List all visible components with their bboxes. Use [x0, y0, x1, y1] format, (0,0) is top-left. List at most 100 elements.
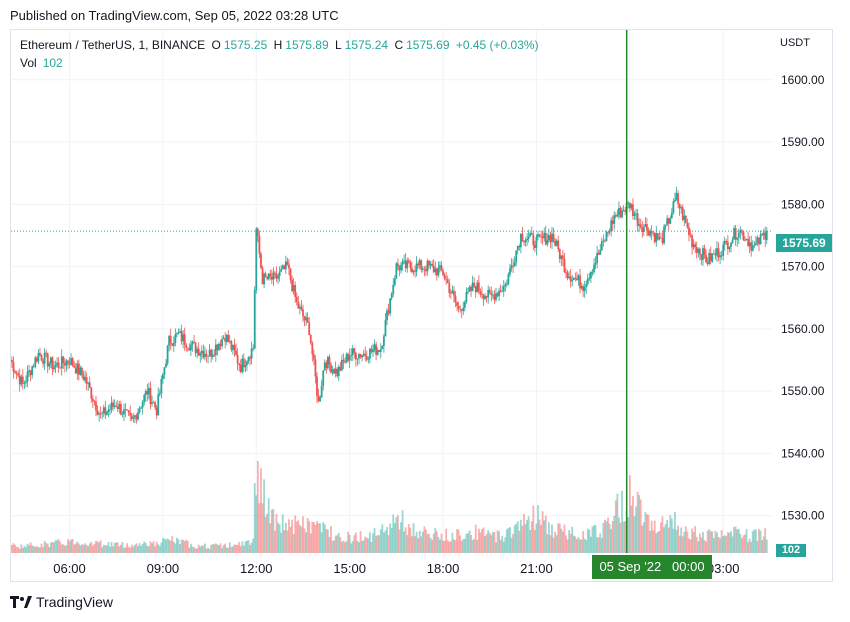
volume-bar [157, 544, 160, 553]
candle-body [734, 228, 737, 240]
candle-body [400, 264, 402, 271]
volume-bar [35, 546, 38, 553]
volume-bar [513, 525, 516, 553]
volume-bar [678, 535, 681, 553]
x-tick-label: 12:00 [240, 561, 273, 576]
volume-bar [152, 541, 155, 553]
candle-body [663, 226, 665, 244]
volume-bar [716, 532, 718, 553]
volume-bar [116, 542, 119, 553]
candle-body [68, 362, 71, 365]
volume-badge: 102 [776, 544, 806, 557]
candle-body [101, 412, 104, 414]
candle-body [688, 227, 690, 236]
volume-bar [43, 540, 46, 553]
candle-body [88, 382, 91, 388]
volume-bar [362, 540, 365, 553]
volume-bar [144, 543, 147, 553]
candle-body [470, 286, 472, 291]
candle-body [65, 360, 68, 366]
volume-bar [652, 530, 655, 553]
candle-body [717, 248, 720, 258]
volume-bar [401, 510, 404, 553]
volume-bar [141, 543, 144, 553]
candle-body [650, 230, 653, 234]
candle-body [639, 224, 642, 228]
candle-body [204, 353, 206, 358]
candle-body [652, 233, 655, 234]
volume-bar [423, 526, 426, 553]
volume-bar [353, 535, 356, 553]
candle-body [362, 353, 365, 356]
candle-body [337, 366, 340, 377]
volume-bar [118, 546, 121, 553]
volume-bar [395, 517, 398, 553]
candle-body [79, 367, 82, 375]
candle-body [350, 354, 353, 356]
volume-bar [34, 547, 37, 553]
candle-body [630, 204, 633, 209]
candle-body [119, 403, 122, 415]
volume-bar [347, 531, 350, 553]
volume-bar [32, 545, 35, 553]
candle-body [672, 201, 675, 213]
volume-bar [722, 536, 725, 553]
candle-body [123, 409, 125, 415]
volume-bar [331, 540, 334, 553]
volume-bar [593, 524, 595, 553]
volume-bar [76, 541, 79, 553]
candle-body [300, 306, 303, 310]
volume-bar [669, 515, 672, 553]
candle-body [132, 417, 135, 419]
volume-bar [541, 511, 544, 553]
candle-body [709, 252, 712, 262]
candle-body [409, 262, 412, 268]
volume-bar [73, 544, 76, 553]
candle-body [608, 231, 611, 233]
volume-bar [608, 523, 611, 553]
candle-body [414, 270, 416, 272]
candle-body [133, 415, 136, 418]
candle-body [46, 353, 49, 367]
volume-bar [582, 530, 585, 553]
volume-bar [590, 536, 592, 553]
candle-body [719, 255, 721, 258]
candle-body [144, 390, 147, 395]
volume-bar [46, 543, 49, 553]
volume-bar [670, 518, 673, 553]
volume-bar [185, 539, 188, 553]
candle-body [196, 348, 199, 354]
candle-body [104, 407, 107, 415]
candle-body [481, 293, 483, 296]
volume-bar [736, 529, 739, 553]
volume-bar [496, 530, 499, 553]
volume-bar [236, 544, 239, 553]
footer: TradingView [10, 594, 113, 610]
volume-bar [232, 546, 234, 553]
chart-frame[interactable] [10, 29, 833, 582]
volume-bar [575, 539, 578, 553]
candle-body [200, 350, 203, 354]
candle-body [459, 308, 462, 310]
candle-body [379, 349, 382, 352]
candle-body [208, 349, 211, 356]
candle-body [45, 352, 48, 354]
candle-body [745, 238, 748, 241]
volume-bar [168, 539, 171, 553]
symbol-label[interactable]: Ethereum / TetherUS, 1, BINANCE [20, 38, 206, 52]
volume-bar [197, 544, 200, 553]
candle-body [263, 273, 265, 285]
candle-body [172, 342, 175, 346]
volume-bar [225, 547, 228, 553]
candle-body [728, 247, 731, 250]
volume-bar [133, 544, 136, 553]
volume-bar [85, 544, 88, 553]
volume-bar [446, 540, 449, 553]
volume-bar [40, 543, 43, 553]
volume-bar [667, 527, 670, 553]
candle-body [372, 349, 374, 352]
candle-body [568, 276, 571, 278]
volume-bar [376, 535, 379, 553]
volume-bar [70, 539, 72, 553]
